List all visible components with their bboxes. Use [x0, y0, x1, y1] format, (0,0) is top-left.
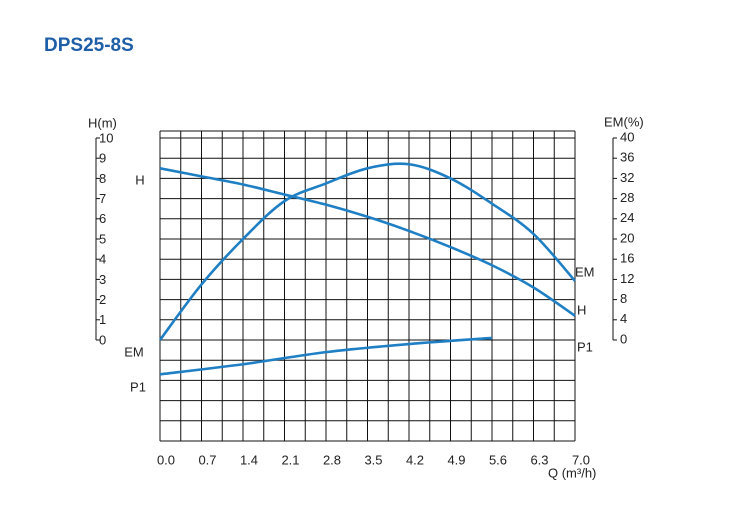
x-tick-label: 6.3	[530, 452, 548, 467]
x-axis-label: Q (m³/h)	[548, 465, 596, 480]
curve	[159, 336, 493, 376]
x-tick-label: 0.7	[198, 452, 216, 467]
y2-tick-label: 12	[620, 271, 634, 286]
curve-label: EM	[575, 264, 595, 279]
curve-label: EM	[124, 344, 144, 359]
y2-tick-label: 36	[620, 150, 634, 165]
y-tick-label: 8	[99, 171, 106, 186]
y2-axis-label: EM(%)	[604, 114, 644, 129]
curve-label: H	[135, 172, 144, 187]
y2-tick-label: 28	[620, 190, 634, 205]
y-tick-label: 2	[99, 292, 106, 307]
y-tick-label: 4	[99, 252, 106, 267]
y2-tick-label: 4	[620, 311, 627, 326]
y-tick-label: 10	[99, 130, 113, 145]
y-tick-label: 6	[99, 211, 106, 226]
x-tick-label: 1.4	[240, 452, 258, 467]
x-tick-label: 3.5	[364, 452, 382, 467]
y2-tick-label: 32	[620, 170, 634, 185]
curve	[159, 167, 576, 317]
curve-label: P1	[577, 339, 593, 354]
y-tick-label: 5	[99, 231, 106, 246]
y2-tick-label: 8	[620, 291, 627, 306]
y-tick-label: 0	[99, 332, 106, 347]
curve	[158, 162, 576, 341]
y-tick-label: 3	[99, 272, 106, 287]
curve-label: H	[577, 302, 586, 317]
x-tick-label: 4.2	[406, 452, 424, 467]
y2-tick-label: 40	[620, 129, 634, 144]
x-tick-label: 7.0	[572, 452, 590, 467]
y-axis-label: H(m)	[88, 115, 117, 130]
y-tick-label: 7	[99, 191, 106, 206]
chart-title: DPS25-8S	[44, 35, 134, 56]
y-tick-label: 9	[99, 151, 106, 166]
x-tick-label: 2.1	[281, 452, 299, 467]
y2-tick-label: 16	[620, 251, 634, 266]
y2-tick-label: 0	[620, 331, 627, 346]
x-tick-label: 5.6	[489, 452, 507, 467]
y2-tick-label: 24	[620, 210, 634, 225]
curve-label: P1	[130, 379, 146, 394]
x-tick-label: 4.9	[447, 452, 465, 467]
y-tick-label: 1	[99, 312, 106, 327]
x-tick-label: 0.0	[157, 452, 175, 467]
y2-tick-label: 20	[620, 230, 634, 245]
x-tick-label: 2.8	[323, 452, 341, 467]
